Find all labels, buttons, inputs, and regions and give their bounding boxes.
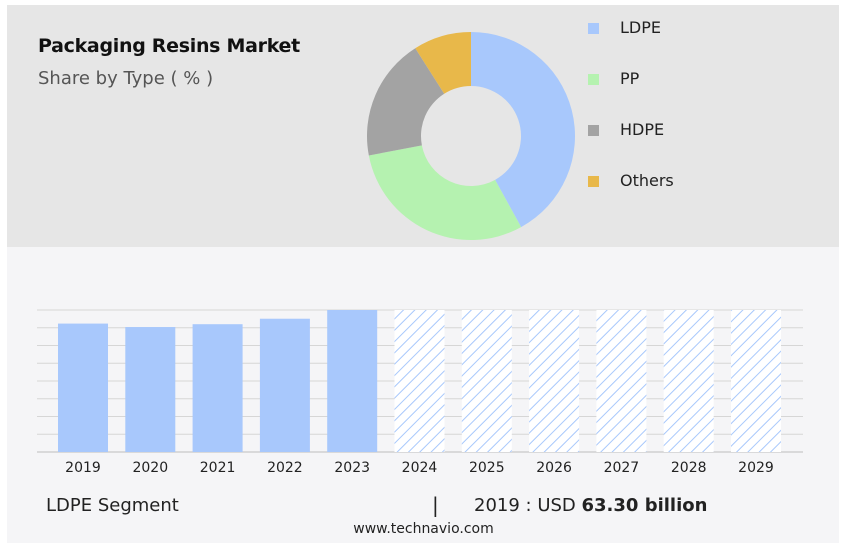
x-tick-label: 2025 — [469, 460, 505, 476]
x-tick-label: 2026 — [536, 460, 572, 476]
watermark-url: www.technavio.com — [353, 521, 494, 537]
forecast-bar-2026 — [529, 310, 580, 452]
legend-item-hdpe: HDPE — [588, 120, 728, 142]
chart-title: Packaging Resins Market — [38, 35, 300, 57]
forecast-bar-2025 — [461, 310, 512, 452]
x-tick-label: 2020 — [132, 460, 168, 476]
x-tick-label: 2027 — [604, 460, 640, 476]
bar-series — [58, 310, 781, 452]
footer-separator: | — [432, 493, 439, 517]
x-tick-label: 2029 — [738, 460, 774, 476]
forecast-bar-2028 — [663, 310, 714, 452]
legend-item-ldpe: LDPE — [588, 18, 728, 40]
bar-2022 — [259, 318, 310, 452]
bar-2020 — [125, 327, 176, 452]
legend-item-others: Others — [588, 171, 728, 193]
legend-label: HDPE — [620, 120, 665, 139]
forecast-bar-2024 — [394, 310, 445, 452]
footer-value-amount: 63.30 billion — [581, 495, 708, 516]
legend-swatch — [588, 74, 599, 85]
x-axis-ticks: 2019 2020 2021 2022 2023 2024 2025 2026 2027 2028… — [65, 460, 774, 476]
legend-label: LDPE — [620, 18, 661, 37]
legend-swatch — [588, 125, 599, 136]
donut-chart — [367, 32, 576, 240]
x-tick-label: 2028 — [671, 460, 707, 476]
legend-label: PP — [620, 69, 640, 88]
x-tick-label: 2022 — [267, 460, 303, 476]
bar-2021 — [192, 324, 243, 452]
footer-value: 2019 : USD 63.30 billion — [474, 495, 707, 516]
donut-slice-others — [415, 32, 471, 94]
x-tick-label: 2019 — [65, 460, 101, 476]
legend-swatch — [588, 23, 599, 34]
legend-swatch — [588, 176, 599, 187]
footer-year-text: 2019 : USD — [474, 495, 582, 516]
bar-2023 — [327, 310, 378, 452]
forecast-bar-2027 — [596, 310, 647, 452]
donut-slice-ldpe — [471, 32, 576, 228]
x-tick-label: 2021 — [200, 460, 236, 476]
x-tick-label: 2024 — [402, 460, 438, 476]
donut-slice-pp — [368, 145, 522, 240]
forecast-bar-2029 — [731, 310, 781, 452]
bar-2019 — [58, 323, 108, 452]
segment-label: LDPE Segment — [46, 495, 179, 516]
donut-slice-hdpe — [367, 48, 445, 156]
x-tick-label: 2023 — [334, 460, 370, 476]
legend-item-pp: PP — [588, 69, 728, 91]
chart-subtitle: Share by Type ( % ) — [38, 68, 214, 89]
legend-label: Others — [620, 171, 674, 190]
